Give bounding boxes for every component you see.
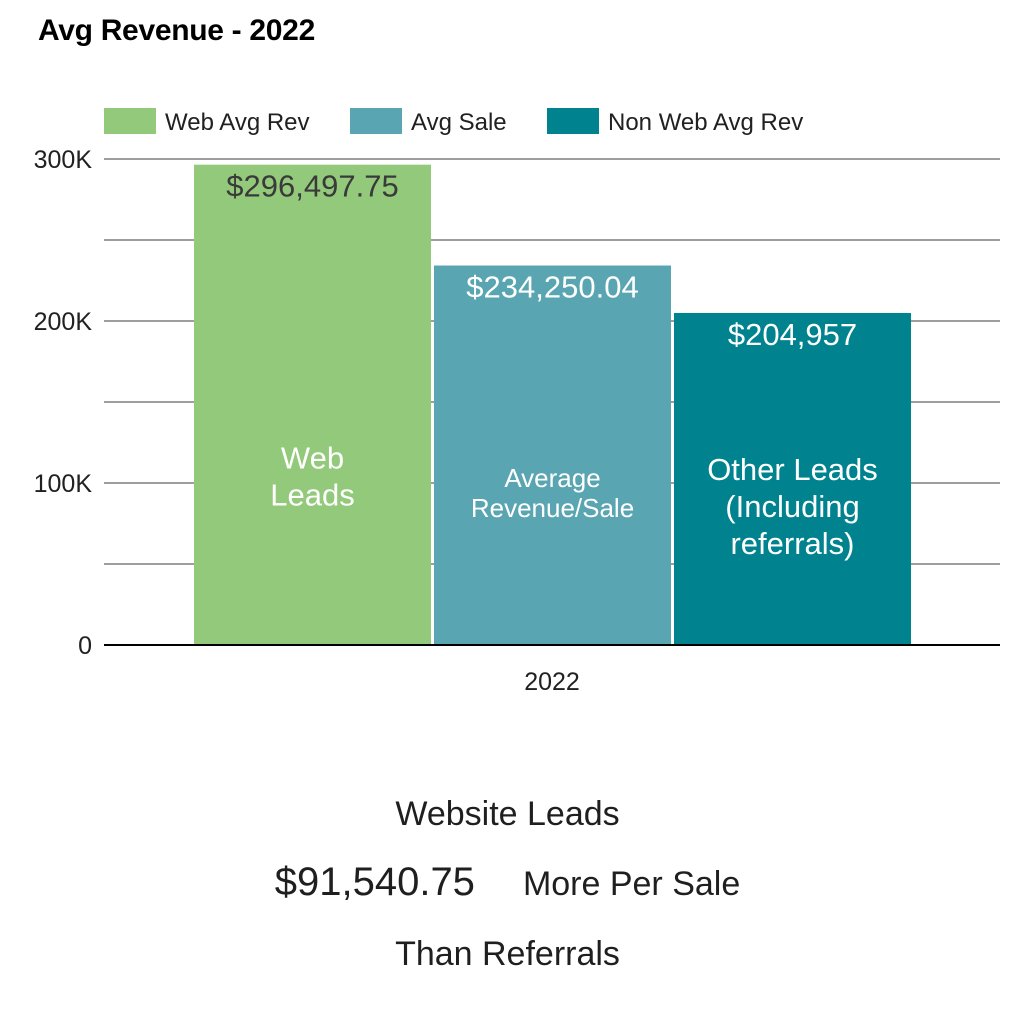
bar-value-label: $296,497.75 — [226, 169, 398, 204]
bar-avg-sale — [434, 265, 671, 645]
footer-value-row: $91,540.75 More Per Sale — [0, 860, 1015, 905]
legend-swatch — [350, 108, 402, 134]
legend-swatch — [104, 108, 156, 134]
legend-label: Avg Sale — [411, 109, 507, 136]
footer-trailer: Than Referrals — [395, 935, 620, 973]
footer-amount: $91,540.75 — [274, 860, 475, 904]
bar-inner-label: (Including — [725, 489, 859, 524]
footer-heading: Website Leads — [395, 795, 620, 833]
bar-non-web-avg-rev — [674, 312, 911, 645]
legend-label: Web Avg Rev — [165, 109, 310, 136]
bar-inner-label: Other Leads — [707, 452, 878, 487]
y-tick-label: 0 — [78, 632, 92, 660]
footer-amount-suffix: More Per Sale — [522, 865, 741, 903]
y-tick-label: 300K — [34, 146, 93, 174]
bar-inner-label: Web — [281, 440, 344, 475]
bar-value-label: $234,250.04 — [466, 270, 638, 305]
bar-inner-label: Leads — [270, 477, 354, 512]
bar-web-avg-rev — [194, 164, 431, 645]
y-tick-label: 100K — [34, 470, 93, 498]
y-tick-label: 200K — [34, 308, 93, 336]
chart-title: Avg Revenue - 2022 — [38, 14, 315, 47]
bar-inner-label: referrals) — [730, 526, 854, 561]
bar-value-label: $204,957 — [728, 317, 857, 352]
legend-swatch — [547, 108, 599, 134]
bar-inner-label: Revenue/Sale — [471, 493, 634, 523]
x-tick-label: 2022 — [524, 668, 580, 696]
legend-label: Non Web Avg Rev — [608, 109, 803, 136]
bar-inner-label: Average — [504, 463, 600, 493]
